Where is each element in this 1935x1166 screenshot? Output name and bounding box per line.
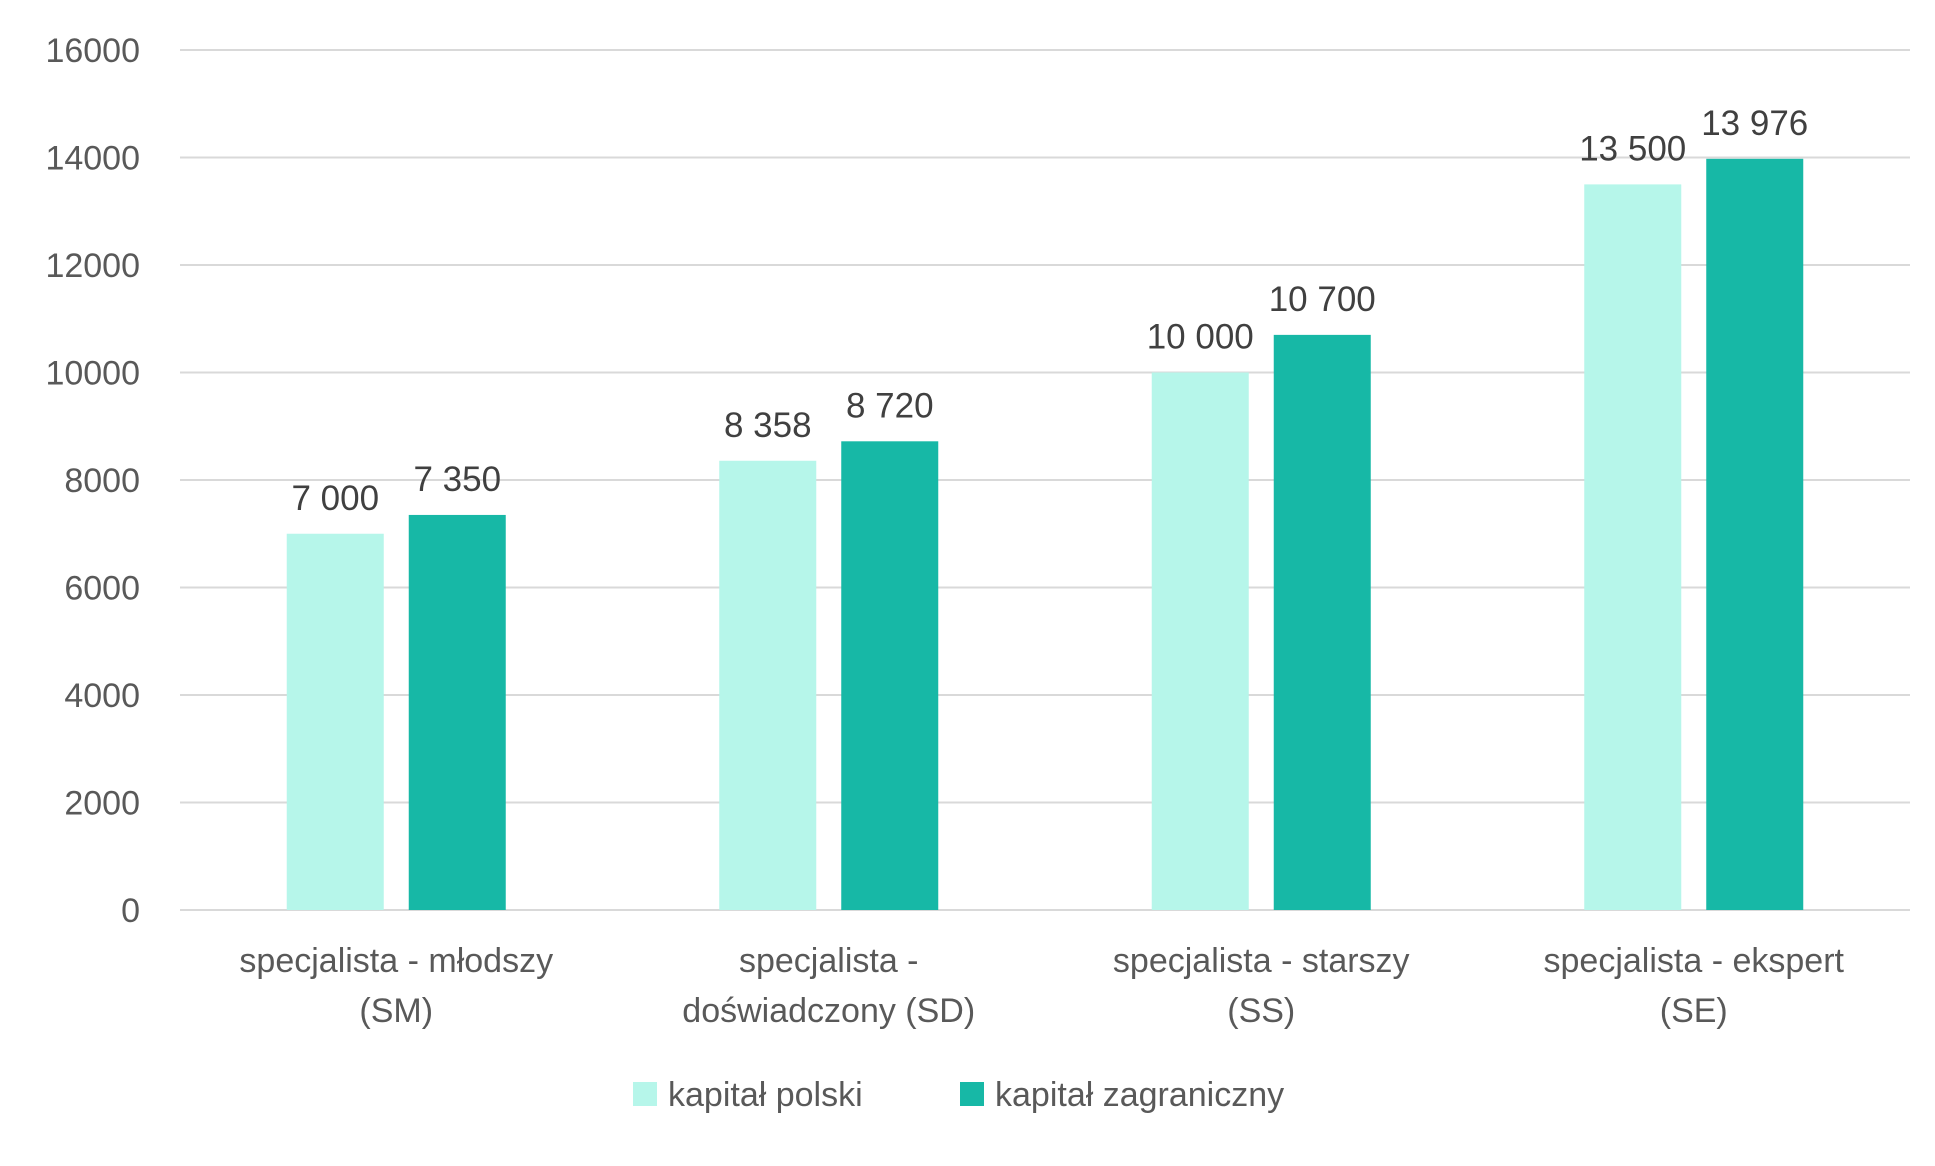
- data-label: 13 500: [1579, 129, 1686, 168]
- y-tick-label: 8000: [64, 462, 140, 500]
- bar-kapital-zagraniczny-0: [408, 514, 506, 910]
- y-axis-tick-labels: 0 2000 4000 6000 8000 10000 12000 14000 16000: [45, 32, 140, 930]
- legend-swatch: [960, 1082, 984, 1106]
- legend-label: kapitał zagraniczny: [995, 1076, 1284, 1114]
- y-tick-label: 0: [121, 892, 140, 930]
- y-tick-label: 2000: [64, 785, 140, 823]
- data-label: 10 700: [1269, 280, 1376, 319]
- legend-swatch: [633, 1082, 657, 1106]
- x-category-label: specjalista - starszy (SS): [1113, 942, 1410, 1030]
- y-tick-label: 14000: [45, 140, 140, 178]
- bar-kapital-zagraniczny-3: [1706, 158, 1804, 911]
- x-category-label-line: (SM): [359, 992, 433, 1030]
- bars: [286, 158, 1804, 911]
- x-category-label-line: (SE): [1660, 992, 1728, 1030]
- data-label: 10 000: [1147, 318, 1254, 357]
- y-tick-label: 16000: [45, 32, 140, 70]
- bar-kapital-polski-1: [719, 460, 817, 910]
- x-category-label-line: specjalista -: [739, 942, 919, 980]
- bar-kapital-polski-0: [286, 533, 384, 910]
- data-label: 8 358: [724, 406, 812, 445]
- x-category-label: specjalista - doświadczony (SD): [682, 942, 975, 1030]
- y-tick-label: 10000: [45, 355, 140, 393]
- legend-label: kapitał polski: [668, 1076, 863, 1114]
- data-label: 8 720: [846, 386, 934, 425]
- x-category-label-line: specjalista - młodszy: [239, 942, 553, 980]
- x-category-label-line: (SS): [1227, 992, 1295, 1030]
- data-label: 7 000: [291, 479, 379, 518]
- bar-kapital-zagraniczny-2: [1273, 334, 1371, 910]
- y-tick-label: 4000: [64, 677, 140, 715]
- bar-kapital-polski-3: [1584, 184, 1682, 910]
- x-category-label-line: doświadczony (SD): [682, 992, 975, 1030]
- x-axis-category-labels: specjalista - młodszy (SM) specjalista - do…: [239, 942, 1844, 1030]
- bar-kapital-polski-2: [1151, 372, 1249, 910]
- bar-kapital-zagraniczny-1: [841, 441, 939, 910]
- x-category-label-line: specjalista - starszy: [1113, 942, 1410, 980]
- legend: kapitał polski kapitał zagraniczny: [633, 1076, 1284, 1114]
- data-labels: 7 000 7 350 8 358 8 720 10 000 10 700 13 500 13…: [291, 104, 1808, 518]
- x-category-label: specjalista - ekspert (SE): [1544, 942, 1845, 1030]
- x-category-label: specjalista - młodszy (SM): [239, 942, 553, 1030]
- y-tick-label: 6000: [64, 570, 140, 608]
- x-category-label-line: specjalista - ekspert: [1544, 942, 1845, 980]
- data-label: 7 350: [413, 460, 501, 499]
- data-label: 13 976: [1701, 104, 1808, 143]
- y-tick-label: 12000: [45, 247, 140, 285]
